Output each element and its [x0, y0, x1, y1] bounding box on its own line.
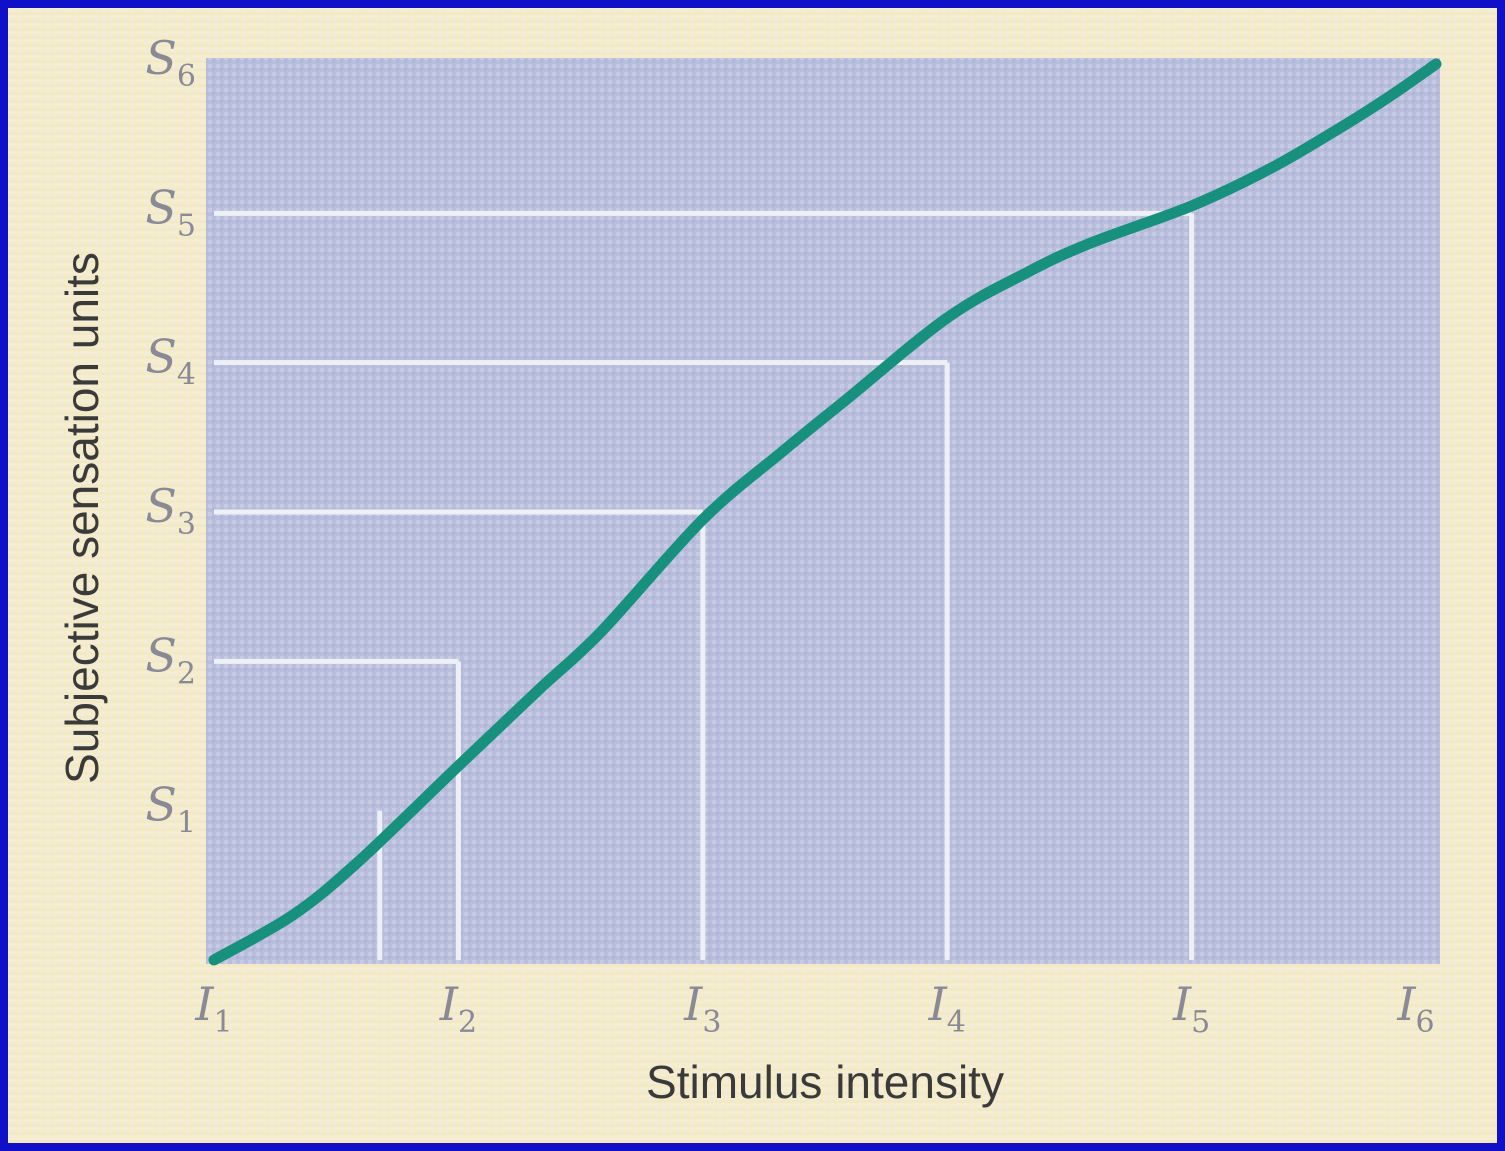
y-axis-ticks: S1 S2 S3 S4 S5 S6: [145, 31, 196, 841]
x-tick-label-3: I3: [683, 977, 721, 1040]
x-axis-label: Stimulus intensity: [646, 1056, 1004, 1108]
x-tick-label-2: I2: [439, 977, 477, 1040]
y-axis-label: Subjective sensation units: [56, 252, 108, 784]
y-tick-label-2: S2: [145, 628, 196, 691]
sensation-curve: [208, 58, 1442, 966]
x-axis-ticks: I1 I2 I3 I4 I5 I6: [194, 977, 1434, 1040]
y-tick-label-6: S6: [145, 31, 196, 94]
y-tick-label-5: S5: [145, 180, 196, 243]
chart-frame: S1 S2 S3 S4 S5 S6 I1 I2 I3 I4 I5 I6 Stimulus inten…: [8, 8, 1497, 1143]
chart: S1 S2 S3 S4 S5 S6 I1 I2 I3 I4 I5 I6 Stimulus inten…: [56, 31, 1442, 1108]
guide-lines: [214, 210, 1195, 960]
x-tick-label-1: I1: [194, 977, 232, 1040]
x-tick-label-4: I4: [928, 977, 966, 1040]
y-tick-label-1: S1: [145, 778, 196, 841]
y-tick-label-4: S4: [145, 330, 196, 393]
x-tick-label-5: I5: [1172, 977, 1210, 1040]
y-tick-label-3: S3: [145, 479, 196, 542]
x-tick-label-6: I6: [1396, 977, 1434, 1040]
